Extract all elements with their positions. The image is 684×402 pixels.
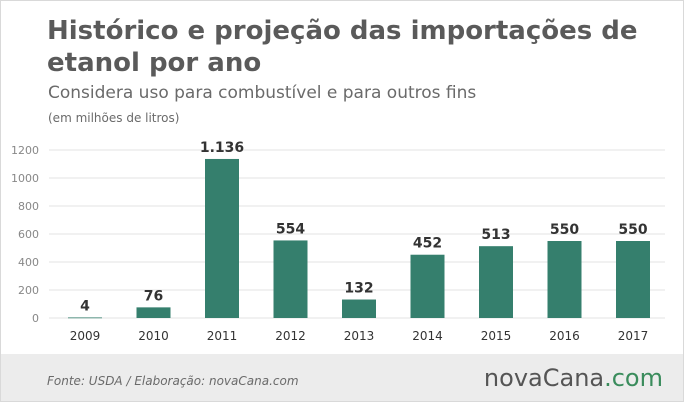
data-label: 452 [413, 236, 442, 252]
bar [205, 158, 239, 318]
brand-name: novaCana [483, 364, 605, 392]
data-label: 1.136 [200, 140, 244, 156]
bar [68, 317, 102, 319]
chart-subtitle: Considera uso para combustível e para ou… [48, 83, 477, 103]
data-label: 550 [618, 222, 647, 238]
bar [547, 241, 582, 318]
x-tick-label: 2011 [207, 329, 238, 343]
data-label: 513 [481, 227, 510, 243]
bar [136, 307, 171, 318]
y-tick-label: 200 [18, 284, 39, 297]
data-label: 4 [80, 298, 90, 314]
footer: Fonte: USDA / Elaboração: novaCana.com n… [1, 354, 683, 401]
bar [342, 299, 376, 318]
data-label: 76 [144, 288, 163, 304]
data-label: 132 [344, 281, 373, 297]
units-label: (em milhões de litros) [48, 111, 180, 125]
bar-chart: 0 200 400 600 800 1000 1200 4 2009 76 2010 1.136 201… [11, 140, 665, 343]
x-tick-label: 2010 [138, 329, 169, 343]
brand-logo: novaCana.com [484, 364, 663, 392]
x-tick-label: 2017 [618, 329, 649, 343]
brand-domain: .com [604, 364, 663, 392]
x-tick-label: 2013 [344, 329, 375, 343]
bar [616, 241, 650, 318]
y-tick-label: 1000 [11, 172, 39, 185]
bar [479, 246, 513, 318]
data-label: 550 [550, 222, 579, 238]
y-tick-label: 1200 [11, 144, 39, 157]
y-tick-label: 600 [18, 228, 39, 241]
data-label: 554 [276, 221, 305, 237]
chart-title: Histórico e projeção das importações de … [47, 16, 638, 78]
x-tick-label: 2009 [70, 329, 101, 343]
bar [410, 254, 445, 318]
x-tick-label: 2016 [549, 329, 580, 343]
source-note: Fonte: USDA / Elaboração: novaCana.com [47, 374, 299, 388]
y-tick-label: 800 [18, 200, 39, 213]
x-tick-label: 2014 [412, 329, 443, 343]
y-tick-label: 0 [32, 312, 39, 325]
bar [273, 240, 308, 318]
x-tick-label: 2012 [275, 329, 306, 343]
x-tick-label: 2015 [481, 329, 512, 343]
y-tick-label: 400 [18, 256, 39, 269]
